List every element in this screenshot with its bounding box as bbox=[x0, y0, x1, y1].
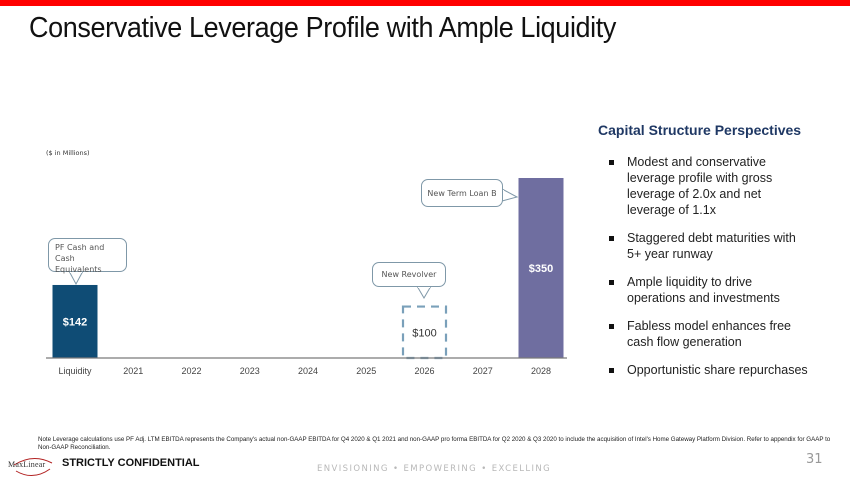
logo-swoosh-icon bbox=[13, 458, 53, 476]
bullet-text: Opportunistic share repurchases bbox=[627, 363, 808, 377]
callout-cash-text: PF Cash and Cash Equivalents bbox=[55, 243, 105, 274]
capital-structure-heading: Capital Structure Perspectives bbox=[598, 122, 802, 138]
bullet-square-icon bbox=[609, 324, 614, 329]
bullet-square-icon bbox=[609, 236, 614, 241]
x-tick-label: 2025 bbox=[356, 366, 376, 376]
callout-cash: PF Cash and Cash Equivalents bbox=[48, 238, 127, 274]
list-item: Modest and conservative leverage profile… bbox=[605, 154, 810, 218]
bar-Liquidity bbox=[52, 284, 98, 358]
list-item: Ample liquidity to drive operations and … bbox=[605, 274, 810, 306]
top-accent-bar bbox=[0, 0, 850, 6]
callout-revolver: New Revolver bbox=[372, 262, 446, 287]
bullet-square-icon bbox=[609, 160, 614, 165]
x-tick-label: Liquidity bbox=[58, 366, 92, 376]
callout-revolver-text: New Revolver bbox=[381, 270, 437, 279]
bar-2028 bbox=[518, 178, 564, 358]
bullet-text: Fabless model enhances free cash flow ge… bbox=[627, 319, 791, 349]
x-tick-label: 2027 bbox=[473, 366, 493, 376]
x-tick-label: 2022 bbox=[181, 366, 201, 376]
list-item: Fabless model enhances free cash flow ge… bbox=[605, 318, 810, 350]
bullet-text: Modest and conservative leverage profile… bbox=[627, 155, 773, 217]
perspectives-list: Modest and conservative leverage profile… bbox=[605, 154, 810, 390]
bar-label-Liquidity: $142 bbox=[63, 316, 87, 328]
tagline: ENVISIONING • EMPOWERING • EXCELLING bbox=[317, 464, 552, 474]
page-title: Conservative Leverage Profile with Ample… bbox=[29, 12, 617, 44]
callout-term-loan-pointer bbox=[501, 188, 519, 202]
bullet-text: Ample liquidity to drive operations and … bbox=[627, 275, 780, 305]
logo-text: MaxLinear bbox=[8, 460, 46, 469]
bullet-square-icon bbox=[609, 280, 614, 285]
callout-revolver-pointer bbox=[416, 285, 432, 299]
bar-label-2028: $350 bbox=[529, 263, 553, 275]
bullet-text: Staggered debt maturities with 5+ year r… bbox=[627, 231, 796, 261]
callout-term-loan: New Term Loan B bbox=[421, 179, 503, 207]
maxlinear-logo: MaxLinear bbox=[8, 455, 58, 476]
callout-term-loan-text: New Term Loan B bbox=[427, 189, 497, 198]
x-tick-label: 2024 bbox=[298, 366, 318, 376]
page-number: 31 bbox=[806, 452, 823, 467]
callout-cash-pointer bbox=[68, 270, 84, 286]
bullet-square-icon bbox=[609, 368, 614, 373]
list-item: Opportunistic share repurchases bbox=[605, 362, 810, 378]
x-tick-label: 2021 bbox=[123, 366, 143, 376]
x-tick-label: 2026 bbox=[414, 366, 434, 376]
x-tick-label: 2023 bbox=[240, 366, 260, 376]
debt-maturity-chart: $142 $100 $350 Liquidity 2021 2022 2023 2024 202… bbox=[46, 178, 567, 376]
confidential-label: STRICTLY CONFIDENTIAL bbox=[62, 457, 200, 469]
list-item: Staggered debt maturities with 5+ year r… bbox=[605, 230, 810, 262]
footnote: Note Leverage calculations use PF Adj. L… bbox=[38, 436, 831, 451]
units-note: ($ in Millions) bbox=[46, 149, 90, 157]
x-tick-label: 2028 bbox=[531, 366, 551, 376]
bar-label-2026: $100 bbox=[412, 327, 436, 339]
